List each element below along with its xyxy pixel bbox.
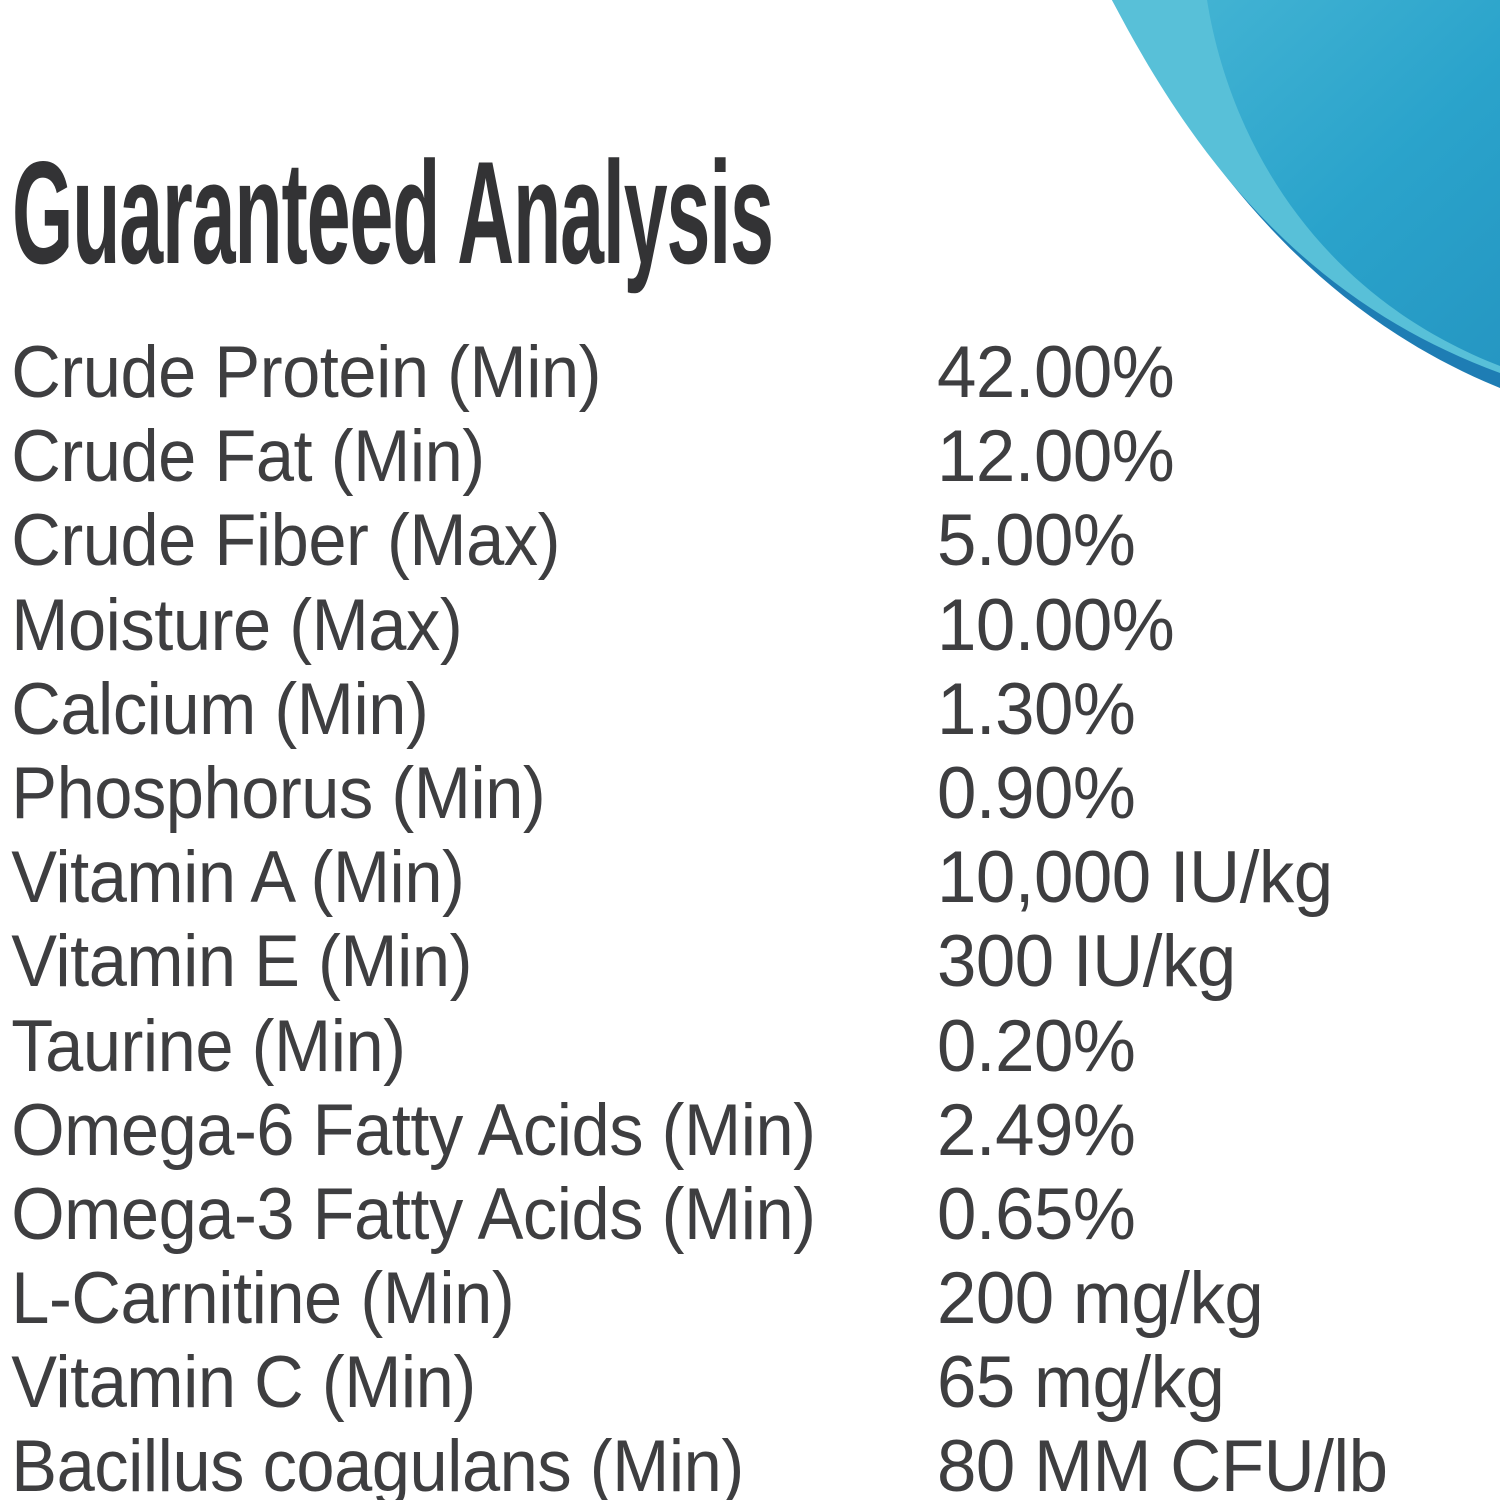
nutrient-value: 42.00% bbox=[937, 332, 1175, 413]
nutrient-value: 0.20% bbox=[937, 1005, 1136, 1087]
nutrient-label: Vitamin E (Min) bbox=[11, 921, 472, 1003]
nutrient-label: Omega-3 Fatty Acids (Min) bbox=[11, 1173, 816, 1255]
analysis-row: Moisture (Max) 10.00% bbox=[0, 584, 1500, 668]
analysis-row: Bacillus coagulans (Min) 80 MM CFU/lb bbox=[0, 1425, 1500, 1500]
analysis-row: Vitamin E (Min) 300 IU/kg bbox=[0, 920, 1500, 1004]
analysis-row: Crude Fiber (Max) 5.00% bbox=[0, 499, 1500, 583]
nutrient-label: Crude Protein (Min) bbox=[11, 332, 602, 413]
nutrient-value: 10,000 IU/kg bbox=[937, 837, 1333, 919]
nutrient-label: Bacillus coagulans (Min) bbox=[11, 1426, 744, 1500]
nutrient-label: Omega-6 Fatty Acids (Min) bbox=[11, 1089, 816, 1171]
nutrient-value: 200 mg/kg bbox=[937, 1258, 1264, 1340]
nutrient-label: Calcium (Min) bbox=[11, 668, 429, 750]
analysis-row: L-Carnitine (Min) 200 mg/kg bbox=[0, 1257, 1500, 1341]
analysis-row: Omega-3 Fatty Acids (Min) 0.65% bbox=[0, 1173, 1500, 1257]
page-title: Guaranteed Analysis bbox=[12, 131, 774, 294]
nutrient-value: 0.90% bbox=[937, 752, 1136, 834]
analysis-row: Phosphorus (Min) 0.90% bbox=[0, 752, 1500, 836]
analysis-table: Crude Protein (Min) 42.00% Crude Fat (Mi… bbox=[0, 331, 1500, 1500]
nutrient-value: 65 mg/kg bbox=[937, 1342, 1225, 1424]
analysis-row: Taurine (Min) 0.20% bbox=[0, 1005, 1500, 1089]
analysis-row: Vitamin C (Min) 65 mg/kg bbox=[0, 1341, 1500, 1425]
swoosh-highlight bbox=[1112, 0, 1500, 373]
swoosh-dark-edge bbox=[1112, 0, 1500, 388]
nutrient-label: Crude Fat (Min) bbox=[11, 416, 485, 498]
nutrient-value: 5.00% bbox=[937, 500, 1136, 582]
analysis-row: Vitamin A (Min) 10,000 IU/kg bbox=[0, 836, 1500, 920]
nutrient-value: 2.49% bbox=[937, 1089, 1136, 1171]
analysis-row: Crude Fat (Min) 12.00% bbox=[0, 415, 1500, 499]
analysis-row: Calcium (Min) 1.30% bbox=[0, 668, 1500, 752]
nutrient-value: 1.30% bbox=[937, 668, 1136, 750]
nutrient-label: Vitamin A (Min) bbox=[11, 837, 465, 919]
nutrient-value: 80 MM CFU/lb bbox=[937, 1426, 1388, 1500]
analysis-row: Crude Protein (Min) 42.00% bbox=[0, 331, 1500, 415]
nutrient-value: 300 IU/kg bbox=[937, 921, 1236, 1003]
nutrient-label: Taurine (Min) bbox=[11, 1005, 406, 1087]
analysis-row: Omega-6 Fatty Acids (Min) 2.49% bbox=[0, 1089, 1500, 1173]
nutrient-value: 12.00% bbox=[937, 416, 1175, 498]
nutrient-label: Vitamin C (Min) bbox=[11, 1342, 476, 1424]
nutrient-label: Moisture (Max) bbox=[11, 584, 463, 666]
nutrient-value: 10.00% bbox=[937, 584, 1175, 666]
swoosh-body bbox=[1207, 0, 1500, 366]
nutrient-label: Crude Fiber (Max) bbox=[11, 500, 560, 582]
nutrient-value: 0.65% bbox=[937, 1173, 1136, 1255]
nutrient-label: Phosphorus (Min) bbox=[11, 752, 546, 834]
nutrient-label: L-Carnitine (Min) bbox=[11, 1258, 515, 1340]
